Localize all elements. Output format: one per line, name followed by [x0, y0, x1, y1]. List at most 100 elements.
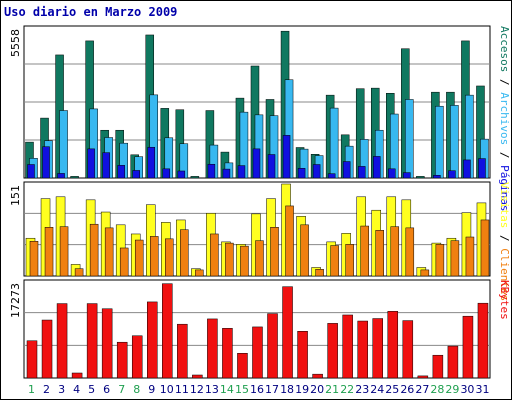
x-tick-label: 17 — [265, 383, 279, 396]
x-tick-label: 22 — [340, 383, 354, 396]
x-tick-label: 2 — [43, 383, 50, 396]
bar-paginas — [403, 172, 411, 179]
bar-clientes — [315, 269, 324, 277]
panel-1: 5558 — [9, 25, 491, 179]
bar-paginas — [162, 168, 171, 179]
legend-entry: Archivos — [498, 92, 511, 145]
bar-archivos — [435, 105, 444, 179]
bar-paginas — [342, 161, 351, 179]
bar-paginas — [207, 163, 216, 179]
bar-paginas — [372, 156, 381, 179]
bar-kbytes — [357, 320, 368, 379]
x-tick-label: 24 — [370, 383, 384, 396]
x-tick-label: 25 — [385, 383, 399, 396]
bar-paginas — [282, 135, 291, 179]
bar-archivos — [59, 110, 68, 179]
panel-3: 17273 — [9, 279, 491, 379]
bar-clientes — [165, 238, 174, 277]
bar-paginas — [463, 159, 471, 179]
x-tick-label: 6 — [103, 383, 110, 396]
bar-kbytes — [342, 314, 353, 379]
bar-kbytes — [207, 318, 218, 379]
x-tick-label: 18 — [280, 383, 294, 396]
y-max-label: 17273 — [9, 283, 22, 318]
bar-paginas — [222, 168, 231, 179]
bar-kbytes — [327, 323, 338, 379]
bar-archivos — [405, 99, 414, 179]
x-tick-label: 12 — [190, 383, 204, 396]
bar-kbytes — [417, 375, 429, 379]
bar-kbytes — [252, 326, 263, 379]
x-tick-label: 15 — [235, 383, 249, 396]
x-tick-label: 26 — [400, 383, 414, 396]
bar-clientes — [345, 244, 354, 277]
bar-paginas — [42, 146, 50, 179]
bar-kbytes — [402, 320, 414, 379]
bar-clientes — [465, 236, 475, 277]
x-tick-label: 16 — [250, 383, 264, 396]
bar-kbytes — [26, 340, 38, 379]
bar-kbytes — [177, 323, 188, 379]
x-tick-label: 8 — [133, 383, 140, 396]
bar-kbytes — [312, 373, 323, 379]
bar-paginas — [102, 152, 110, 179]
bar-paginas — [433, 175, 441, 179]
bar-accesos — [190, 176, 200, 179]
bar-clientes — [330, 245, 339, 277]
panel-2: 151 — [9, 181, 491, 277]
y-max-label: 151 — [9, 185, 22, 206]
bar-kbytes — [432, 354, 444, 379]
x-tick-label: 21 — [325, 383, 339, 396]
bar-kbytes — [267, 313, 278, 379]
bar-clientes — [74, 268, 84, 277]
legend-entry: KBytes — [498, 280, 511, 320]
bar-kbytes — [56, 303, 68, 379]
bar-paginas — [117, 165, 125, 179]
bar-clientes — [225, 242, 234, 277]
bar-paginas — [252, 148, 261, 179]
bar-clientes — [59, 226, 69, 277]
legend-entry: Páginas — [498, 165, 511, 211]
legend-entry: / — [498, 145, 511, 165]
legend-panel1: Accesos / Archivos / Páginas — [498, 26, 511, 211]
legend-panel2: Visitas / Clientes — [498, 182, 511, 301]
bar-kbytes — [71, 372, 83, 379]
bar-accesos — [416, 176, 425, 179]
bar-clientes — [44, 227, 54, 277]
bar-kbytes — [86, 303, 98, 379]
bar-clientes — [180, 229, 189, 277]
x-tick-label: 9 — [148, 383, 155, 396]
bar-clientes — [134, 239, 144, 277]
bar-kbytes — [282, 286, 293, 379]
bar-clientes — [240, 245, 249, 277]
bar-kbytes — [237, 353, 248, 379]
bar-clientes — [435, 244, 445, 277]
y-max-label: 5558 — [9, 29, 22, 57]
bar-clientes — [285, 205, 294, 277]
bar-paginas — [237, 165, 246, 179]
bar-clientes — [270, 227, 279, 277]
x-tick-label: 28 — [430, 383, 444, 396]
bar-clientes — [420, 269, 430, 277]
bar-paginas — [132, 170, 140, 179]
bar-clientes — [450, 240, 460, 277]
x-tick-label: 20 — [310, 383, 324, 396]
bar-paginas — [357, 166, 366, 179]
x-tick-label: 11 — [175, 383, 189, 396]
x-tick-label: 4 — [73, 383, 80, 396]
bar-kbytes — [462, 315, 474, 379]
bar-clientes — [255, 240, 264, 277]
legend-entry: Accesos — [498, 26, 511, 72]
bar-kbytes — [222, 328, 233, 379]
x-tick-label: 27 — [415, 383, 429, 396]
bar-clientes — [210, 233, 219, 277]
bar-kbytes — [101, 308, 113, 379]
bar-clientes — [375, 230, 384, 277]
chart-title: Uso diario en Marzo 2009 — [4, 5, 178, 19]
bar-kbytes — [41, 319, 53, 379]
bar-paginas — [87, 148, 95, 179]
bar-clientes — [360, 225, 369, 277]
bar-archivos — [329, 107, 339, 179]
bar-kbytes — [477, 302, 489, 379]
x-tick-label: 30 — [460, 383, 474, 396]
